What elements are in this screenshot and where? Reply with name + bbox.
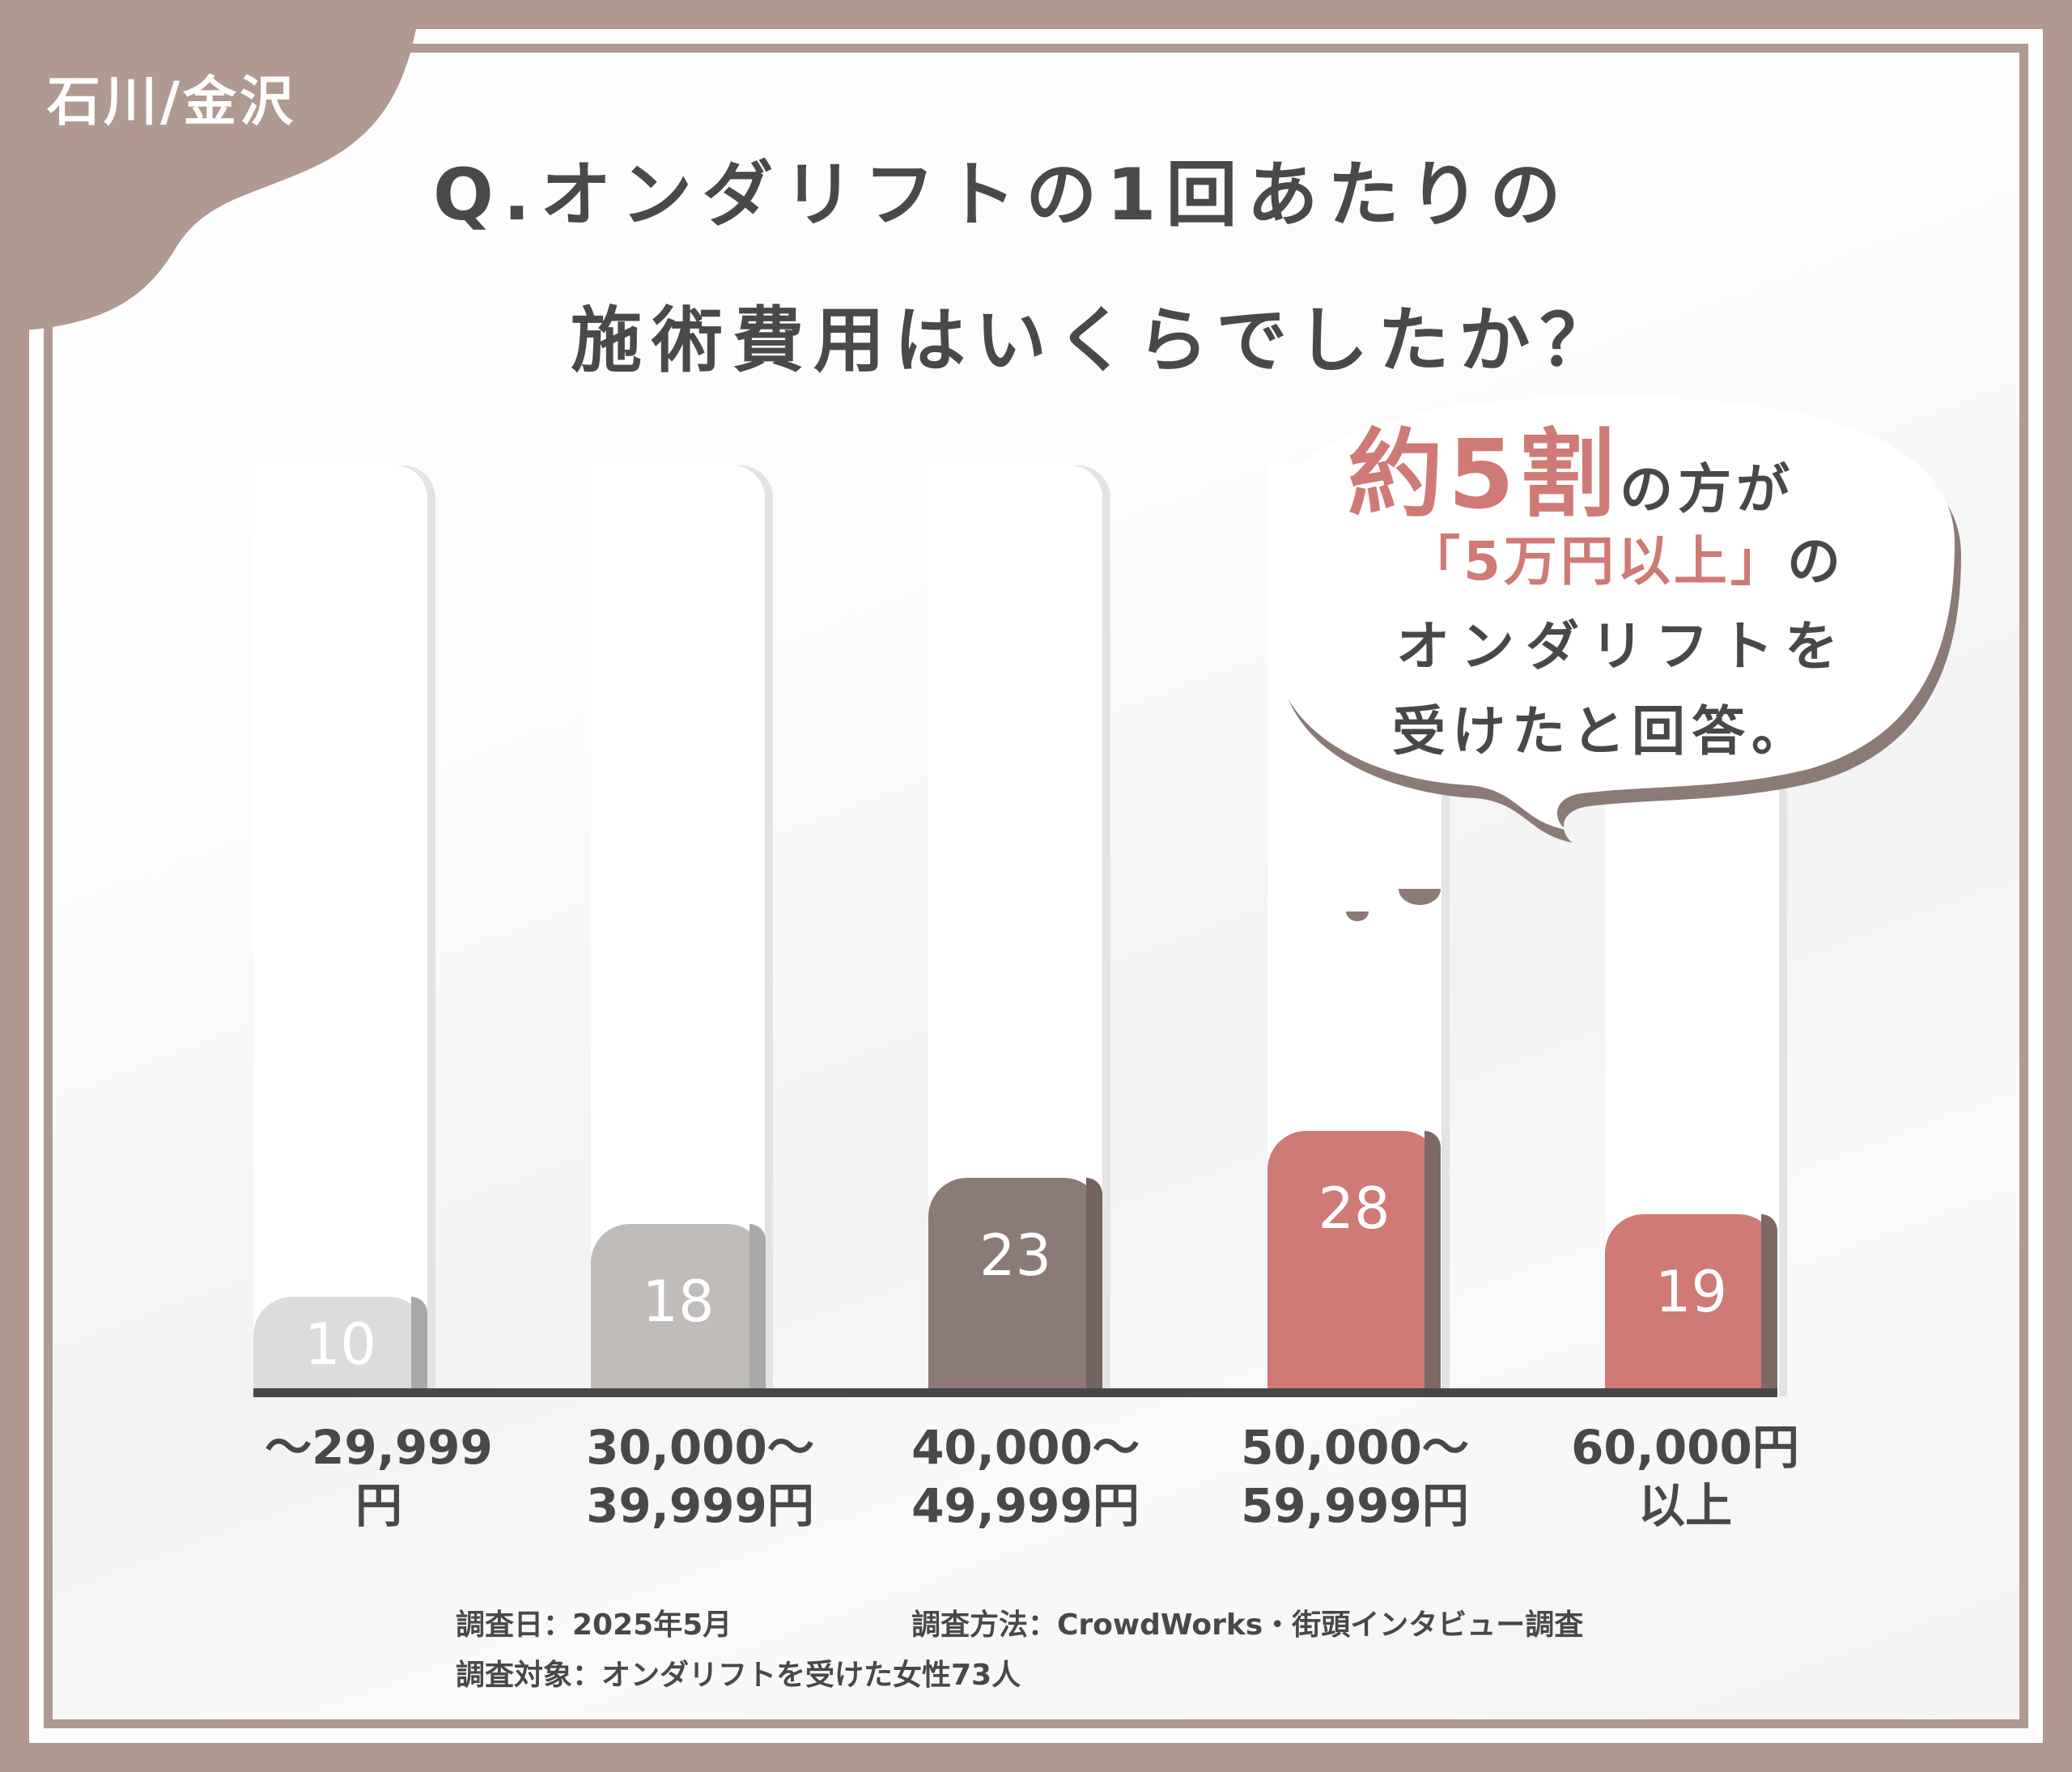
x-label: 40,000〜 49,999円 bbox=[911, 1420, 1140, 1533]
bar-value: 28 bbox=[1318, 1175, 1391, 1242]
callout-line2: 「5万円以上」の bbox=[1407, 530, 1844, 593]
speech-bubble bbox=[1267, 397, 1961, 921]
question-title-line2: 施術費用はいくらでしたか？ bbox=[571, 299, 1621, 382]
bar-40000-49999: 23 bbox=[928, 1178, 1102, 1388]
bar-under-30000: 10 bbox=[253, 1297, 427, 1388]
region-badge: 石川/金沢 bbox=[47, 70, 297, 133]
bg-pillar bbox=[253, 465, 427, 1396]
question-title-line1: Q.オンダリフトの1回あたりの bbox=[433, 153, 1571, 236]
callout-line3: オンダリフトを bbox=[1396, 615, 1849, 678]
x-label: 〜29,999 円 bbox=[265, 1420, 493, 1533]
bar-value: 18 bbox=[642, 1268, 715, 1335]
callout-highlight: 約5割 bbox=[1348, 419, 1620, 530]
x-label: 60,000円 以上 bbox=[1571, 1420, 1799, 1533]
bar-60000-plus: 19 bbox=[1605, 1214, 1777, 1388]
bar-50000-59999: 28 bbox=[1267, 1131, 1441, 1388]
bar-value: 19 bbox=[1654, 1259, 1728, 1325]
bar-value: 10 bbox=[304, 1311, 377, 1378]
callout-price-highlight: 「5万円以上」 bbox=[1407, 530, 1787, 593]
x-label: 50,000〜 59,999円 bbox=[1241, 1420, 1469, 1533]
callout-line1: 約5割の方が bbox=[1348, 419, 1795, 530]
callout-line4: 受けたと回答。 bbox=[1392, 700, 1811, 763]
survey-method: 調査方法：CrowdWorks・街頭インタビュー調査 bbox=[911, 1608, 1584, 1642]
bar-value: 23 bbox=[979, 1222, 1052, 1289]
survey-target: 調査対象：オンダリフトを受けた女性73人 bbox=[456, 1659, 1021, 1692]
x-label: 30,000〜 39,999円 bbox=[586, 1420, 814, 1533]
x-axis-baseline bbox=[253, 1388, 1777, 1397]
bar-30000-39999: 18 bbox=[591, 1224, 766, 1388]
corner-badge-shape bbox=[0, 0, 421, 332]
survey-date: 調査日：2025年5月 bbox=[456, 1608, 732, 1642]
